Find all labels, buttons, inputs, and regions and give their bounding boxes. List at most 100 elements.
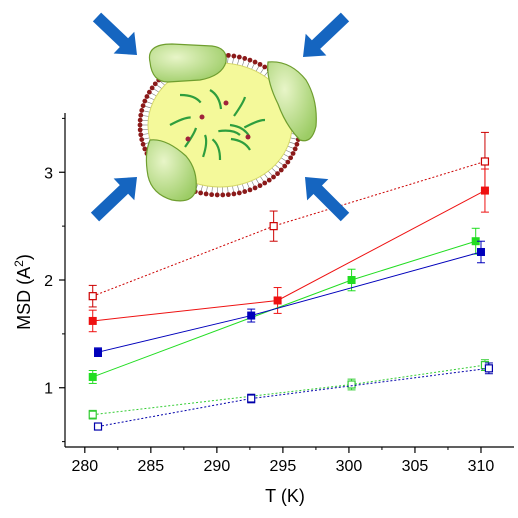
- axes: 280 285 290 295 300 305 310 1 2 3: [44, 113, 514, 475]
- headgroup: [262, 64, 268, 70]
- headgroup: [149, 85, 155, 91]
- arrow-shape: [92, 12, 138, 56]
- data-point: [247, 394, 256, 403]
- headgroup: [252, 59, 258, 65]
- micelle-illustration: [90, 12, 350, 222]
- headgroup: [138, 132, 144, 138]
- protein-lobe-bottom-left: [145, 139, 197, 202]
- protein-strands: [169, 89, 266, 161]
- headgroup: [252, 185, 258, 191]
- series-5: [88, 359, 490, 420]
- headgroup: [242, 189, 248, 194]
- data-point: [88, 292, 97, 301]
- headgroup: [209, 192, 215, 198]
- x-axis-title: T (K): [265, 486, 305, 506]
- series-line: [92, 190, 486, 322]
- x-tick-label: 300: [336, 458, 363, 475]
- headgroup: [137, 117, 143, 123]
- data-point: [88, 316, 97, 325]
- pressure-arrow-icon: [90, 177, 138, 222]
- strand: [169, 116, 191, 126]
- protein-lobe-top: [148, 43, 227, 83]
- series-line: [97, 367, 489, 428]
- data-point: [88, 372, 97, 381]
- pressure-arrow-icon: [302, 12, 350, 57]
- headgroup: [198, 190, 204, 196]
- data-point: [476, 247, 485, 256]
- strand: [243, 118, 266, 129]
- headgroup: [294, 141, 300, 147]
- x-tick-label: 285: [137, 458, 164, 475]
- headgroup: [142, 98, 148, 104]
- headgroup: [285, 159, 291, 165]
- headgroup: [139, 137, 145, 142]
- headgroup: [152, 81, 158, 87]
- red-residue: [223, 100, 229, 106]
- series-line: [92, 240, 476, 378]
- headgroup: [266, 177, 272, 183]
- data-point: [480, 157, 490, 166]
- headgroup: [282, 163, 288, 169]
- data-point: [93, 422, 103, 431]
- strand: [229, 123, 251, 137]
- headgroup: [137, 122, 143, 128]
- headgroup: [257, 61, 263, 67]
- x-tick-label: 290: [204, 458, 231, 475]
- pressure-arrow-icon: [305, 177, 350, 222]
- headgroup: [262, 180, 268, 186]
- series-6: [93, 362, 494, 431]
- strand: [209, 89, 223, 110]
- series-line: [92, 161, 486, 297]
- x-tick-label: 280: [71, 458, 98, 475]
- headgroup: [140, 141, 146, 147]
- headgroup: [236, 54, 242, 60]
- red-residue: [199, 114, 205, 120]
- headgroup: [140, 103, 146, 109]
- headgroup: [278, 167, 284, 173]
- headgroup: [247, 57, 253, 63]
- headgroup: [146, 89, 152, 95]
- series-1: [88, 131, 490, 308]
- series-line: [92, 364, 486, 416]
- plot-marks: [88, 131, 494, 431]
- headgroup: [257, 183, 263, 189]
- protein-lobe-right: [267, 61, 317, 142]
- headgroup: [139, 108, 145, 113]
- data-point: [94, 348, 103, 357]
- headgroup: [214, 192, 220, 198]
- headgroup: [247, 187, 253, 193]
- headgroup: [225, 192, 231, 198]
- series-2: [88, 168, 489, 333]
- arrow-shape: [302, 12, 350, 57]
- headgroup: [231, 53, 237, 59]
- arrow-shape: [305, 177, 350, 222]
- y-tick-label: 3: [44, 165, 53, 182]
- headgroup: [220, 192, 226, 198]
- data-point: [269, 222, 278, 231]
- y-axis-title-main: MSD (A: [14, 267, 34, 330]
- headgroup: [275, 171, 280, 177]
- arrow-shape: [90, 177, 138, 222]
- headgroup: [271, 174, 276, 180]
- data-point: [480, 186, 489, 195]
- strand: [179, 93, 202, 104]
- data-point: [347, 380, 356, 389]
- series-4: [94, 240, 485, 357]
- y-axis-title-superscript: 2: [12, 260, 26, 267]
- data-point: [247, 311, 256, 320]
- data-point: [484, 364, 494, 373]
- strand: [211, 138, 222, 161]
- headgroup: [292, 146, 298, 152]
- headgroup: [137, 127, 143, 133]
- headgroup: [290, 151, 296, 156]
- headgroup: [288, 155, 294, 161]
- strand: [202, 134, 208, 158]
- headgroup: [142, 146, 148, 152]
- red-residue: [245, 134, 251, 140]
- strand: [184, 127, 198, 148]
- y-tick-label: 2: [44, 273, 53, 290]
- series-line: [97, 251, 482, 353]
- x-tick-label: 310: [468, 458, 495, 475]
